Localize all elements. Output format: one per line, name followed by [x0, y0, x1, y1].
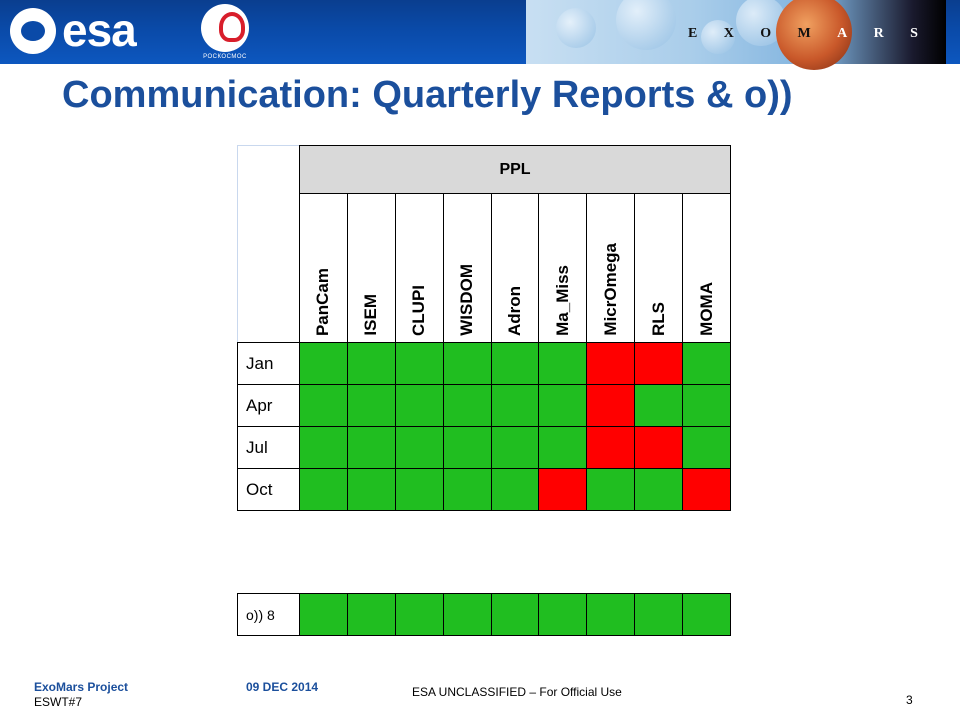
- bubble-icon: [701, 20, 735, 54]
- status-cell: [490, 384, 540, 427]
- slide-title: Communication: Quarterly Reports & o)): [62, 74, 793, 116]
- status-cell: [634, 342, 684, 385]
- status-cell: [634, 593, 684, 636]
- status-cell: [538, 342, 588, 385]
- status-cell: [299, 468, 348, 511]
- status-cell: [538, 468, 588, 511]
- footer-meeting: ESWT#7: [34, 695, 83, 709]
- exomars-logo: E X O M A R S: [526, 0, 946, 70]
- bubble-icon: [616, 0, 676, 50]
- status-cell: [299, 342, 348, 385]
- esa-circle-icon: [10, 8, 56, 54]
- ppl-group-header: PPL: [299, 145, 731, 194]
- status-cell: [682, 384, 731, 427]
- instrument-label: CLUPI: [409, 285, 429, 336]
- status-cell: [586, 468, 636, 511]
- esa-logo: esa: [10, 4, 160, 58]
- status-cell: [490, 593, 540, 636]
- instrument-header: Adron: [490, 193, 540, 343]
- mars-planet-icon: [776, 0, 852, 70]
- status-cell: [394, 342, 444, 385]
- instrument-header: Ma_Miss: [538, 193, 588, 343]
- status-cell: [490, 468, 540, 511]
- row-label: Apr: [237, 384, 300, 427]
- instrument-label: WISDOM: [457, 264, 477, 336]
- page-number: 3: [906, 693, 913, 707]
- exomars-letter: X: [723, 26, 734, 41]
- bubble-icon: [556, 8, 596, 48]
- status-cell: [346, 342, 396, 385]
- instrument-header: PanCam: [299, 193, 348, 343]
- footer-classification: ESA UNCLASSIFIED – For Official Use: [412, 685, 622, 699]
- status-cell: [634, 384, 684, 427]
- status-cell: [586, 342, 636, 385]
- status-cell: [299, 384, 348, 427]
- row-label: Jul: [237, 426, 300, 469]
- status-cell: [346, 593, 396, 636]
- status-cell: [586, 426, 636, 469]
- instrument-label: RLS: [648, 302, 668, 336]
- roscosmos-logo-text: РОСКОСМОС: [203, 54, 247, 60]
- row-label: Oct: [237, 468, 300, 511]
- status-cell: [442, 342, 492, 385]
- roscosmos-logo: РОСКОСМОС: [194, 4, 256, 62]
- status-cell: [346, 468, 396, 511]
- status-cell: [442, 468, 492, 511]
- instrument-label: Ma_Miss: [552, 265, 572, 336]
- footer-project: ExoMars Project: [34, 680, 129, 694]
- instrument-label: Adron: [504, 285, 524, 336]
- status-cell: [634, 468, 684, 511]
- row-label: o)) 8: [237, 593, 300, 636]
- row-label: Jan: [237, 342, 300, 385]
- instrument-header: ISEM: [346, 193, 396, 343]
- status-cell: [299, 593, 348, 636]
- status-cell: [394, 384, 444, 427]
- header-banner: esa РОСКОСМОС E X O M A R S: [0, 0, 960, 70]
- quarterly-report-table: PPL PanCam ISEM CLUPI WISDOM Adron Ma_Miss Micr…: [237, 145, 731, 637]
- status-cell: [682, 426, 731, 469]
- status-cell: [394, 426, 444, 469]
- status-cell: [682, 468, 731, 511]
- instrument-label: MOMA: [696, 282, 716, 336]
- exomars-wordmark: E X O M A R S: [688, 26, 918, 42]
- status-cell: [682, 342, 731, 385]
- status-cell: [682, 593, 731, 636]
- exomars-letter: M: [797, 26, 811, 41]
- status-cell: [442, 593, 492, 636]
- exomars-letter: R: [873, 26, 884, 41]
- status-cell: [394, 468, 444, 511]
- instrument-header: RLS: [634, 193, 684, 343]
- status-cell: [394, 593, 444, 636]
- exomars-letter: E: [688, 26, 698, 41]
- footer-date: 09 DEC 2014: [246, 680, 319, 694]
- status-cell: [442, 426, 492, 469]
- roscosmos-emblem-icon: [201, 4, 249, 52]
- instrument-header: WISDOM: [442, 193, 492, 343]
- status-cell: [538, 384, 588, 427]
- instrument-label: ISEM: [361, 294, 381, 336]
- status-cell: [490, 342, 540, 385]
- exomars-letter: A: [837, 26, 848, 41]
- status-cell: [299, 426, 348, 469]
- exomars-letter: O: [760, 26, 772, 41]
- table-corner: [237, 145, 300, 343]
- instrument-label: PanCam: [313, 267, 333, 336]
- status-cell: [442, 384, 492, 427]
- exomars-letter: S: [910, 26, 918, 41]
- status-cell: [586, 384, 636, 427]
- status-cell: [346, 426, 396, 469]
- esa-logo-text: esa: [62, 4, 137, 56]
- status-cell: [490, 426, 540, 469]
- status-cell: [346, 384, 396, 427]
- status-cell: [538, 593, 588, 636]
- status-cell: [634, 426, 684, 469]
- instrument-label: MicrOmega: [600, 243, 620, 336]
- status-cell: [586, 593, 636, 636]
- instrument-header: MicrOmega: [586, 193, 636, 343]
- instrument-header: MOMA: [682, 193, 731, 343]
- status-cell: [538, 426, 588, 469]
- instrument-header: CLUPI: [394, 193, 444, 343]
